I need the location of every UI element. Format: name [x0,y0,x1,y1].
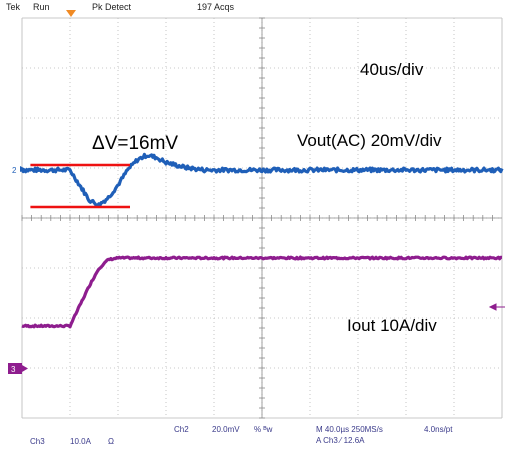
ch2-readout-label: Ch2 [174,425,189,434]
ch3-ground-marker: 3 [8,363,28,374]
status-bar: Tek Run Pk Detect 197 Acqs [0,0,505,16]
vout-scale-annotation: Vout(AC) 20mV/div [297,131,442,150]
ch3-marker-label: 3 [11,365,16,374]
run-state: Run [33,2,50,12]
graticule [21,17,503,419]
horizontal-readout: M 40.0µs 250MS/s [316,425,383,434]
trigger-level-marker [488,303,505,311]
ch2-readout-scale: 20.0mV [212,425,240,434]
timebase-annotation: 40us/div [360,60,424,79]
ch3-readout-label: Ch3 [30,437,45,446]
ch3-readout-scale: 10.0A [70,437,91,446]
trigger-position-icon [66,10,76,17]
sample-interval-readout: 4.0ns/pt [424,425,453,434]
brand-label: Tek [6,2,21,12]
iout-scale-annotation: Iout 10A/div [347,316,437,335]
vout-trace [20,152,504,208]
trigger-readout: A Ch3 ⁄ 12.6A [316,436,365,445]
acquisition-mode: Pk Detect [92,2,132,12]
acquisition-count: 197 Acqs [197,2,235,12]
ch2-marker-label: 2 [12,166,17,175]
ch3-readout-coupling: Ω [108,437,114,446]
delta-v-annotation: ΔV=16mV [92,133,179,154]
ch2-readout-extra: % ᴮw [254,425,273,434]
iout-trace [21,255,503,329]
